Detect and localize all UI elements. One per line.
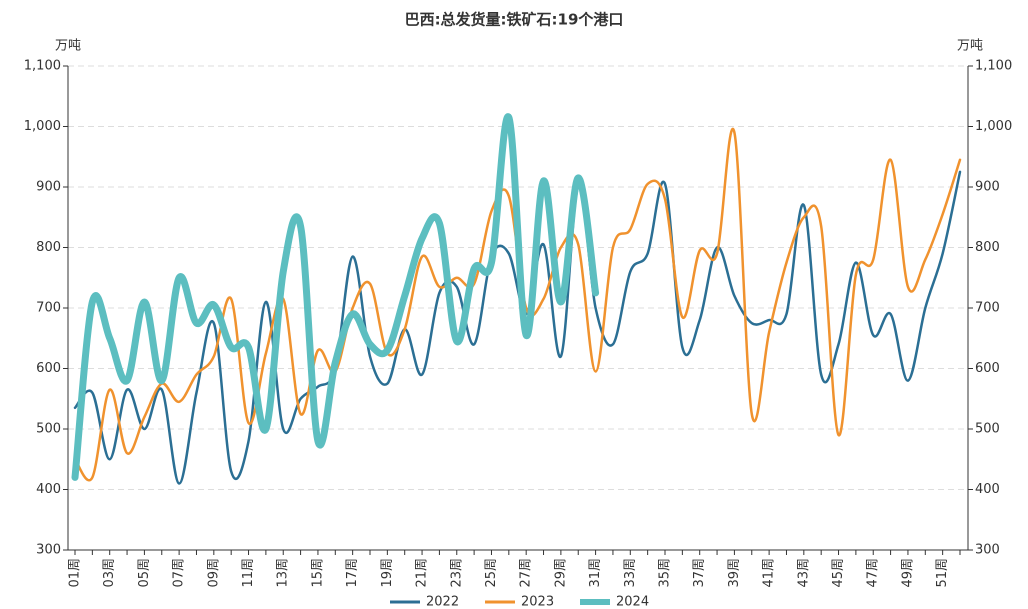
x-tick-label: 17周 [345, 558, 360, 588]
x-tick-label: 49周 [900, 558, 915, 588]
x-tick-label: 47周 [866, 558, 881, 588]
x-tick-label: 25周 [484, 558, 499, 588]
chart-title: 巴西:总发货量:铁矿石:19个港口 [405, 11, 624, 29]
x-tick-label: 19周 [380, 558, 395, 588]
y2-tick-label: 500 [975, 422, 1000, 437]
y-tick-label: 300 [36, 543, 61, 558]
x-tick-label: 43周 [796, 558, 811, 588]
y-tick-label: 700 [36, 301, 61, 316]
y2-tick-label: 1,000 [975, 119, 1012, 134]
y-unit: 万吨 [55, 39, 81, 54]
x-tick-label: 31周 [588, 558, 603, 588]
series-line [73, 127, 962, 482]
y2-tick-label: 700 [975, 301, 1000, 316]
x-tick-label: 21周 [415, 558, 430, 588]
x-tick-label: 35周 [658, 558, 673, 588]
y-tick-label: 800 [36, 240, 61, 255]
x-tick-label: 09周 [206, 558, 221, 588]
y2-unit: 万吨 [957, 39, 983, 54]
x-tick-label: 51周 [935, 558, 950, 588]
x-tick-label: 37周 [692, 558, 707, 588]
legend-label: 2022 [426, 595, 459, 609]
y2-tick-label: 1,100 [975, 59, 1012, 74]
y-tick-label: 600 [36, 361, 61, 376]
x-tick-label: 45周 [831, 558, 846, 588]
y2-tick-label: 300 [975, 543, 1000, 558]
x-tick-label: 29周 [553, 558, 568, 588]
x-tick-label: 23周 [449, 558, 464, 588]
y-tick-label: 900 [36, 180, 61, 195]
x-tick-label: 33周 [623, 558, 638, 588]
x-tick-label: 03周 [102, 558, 117, 588]
x-tick-label: 01周 [68, 558, 83, 588]
y2-tick-label: 600 [975, 361, 1000, 376]
x-tick-label: 13周 [276, 558, 291, 588]
x-tick-label: 07周 [172, 558, 187, 588]
legend-label: 2024 [616, 595, 649, 609]
x-tick-label: 41周 [762, 558, 777, 588]
x-tick-label: 11周 [241, 558, 256, 588]
x-tick-label: 39周 [727, 558, 742, 588]
y-tick-label: 1,000 [24, 119, 61, 134]
x-tick-label: 05周 [137, 558, 152, 588]
series-line [71, 113, 600, 481]
y2-tick-label: 800 [975, 240, 1000, 255]
y2-tick-label: 400 [975, 482, 1000, 497]
x-tick-label: 27周 [519, 558, 534, 588]
x-tick-label: 15周 [310, 558, 325, 588]
y2-tick-label: 900 [975, 180, 1000, 195]
legend-label: 2023 [521, 595, 554, 609]
y-tick-label: 500 [36, 422, 61, 437]
y-tick-label: 400 [36, 482, 61, 497]
y-tick-label: 1,100 [24, 59, 61, 74]
